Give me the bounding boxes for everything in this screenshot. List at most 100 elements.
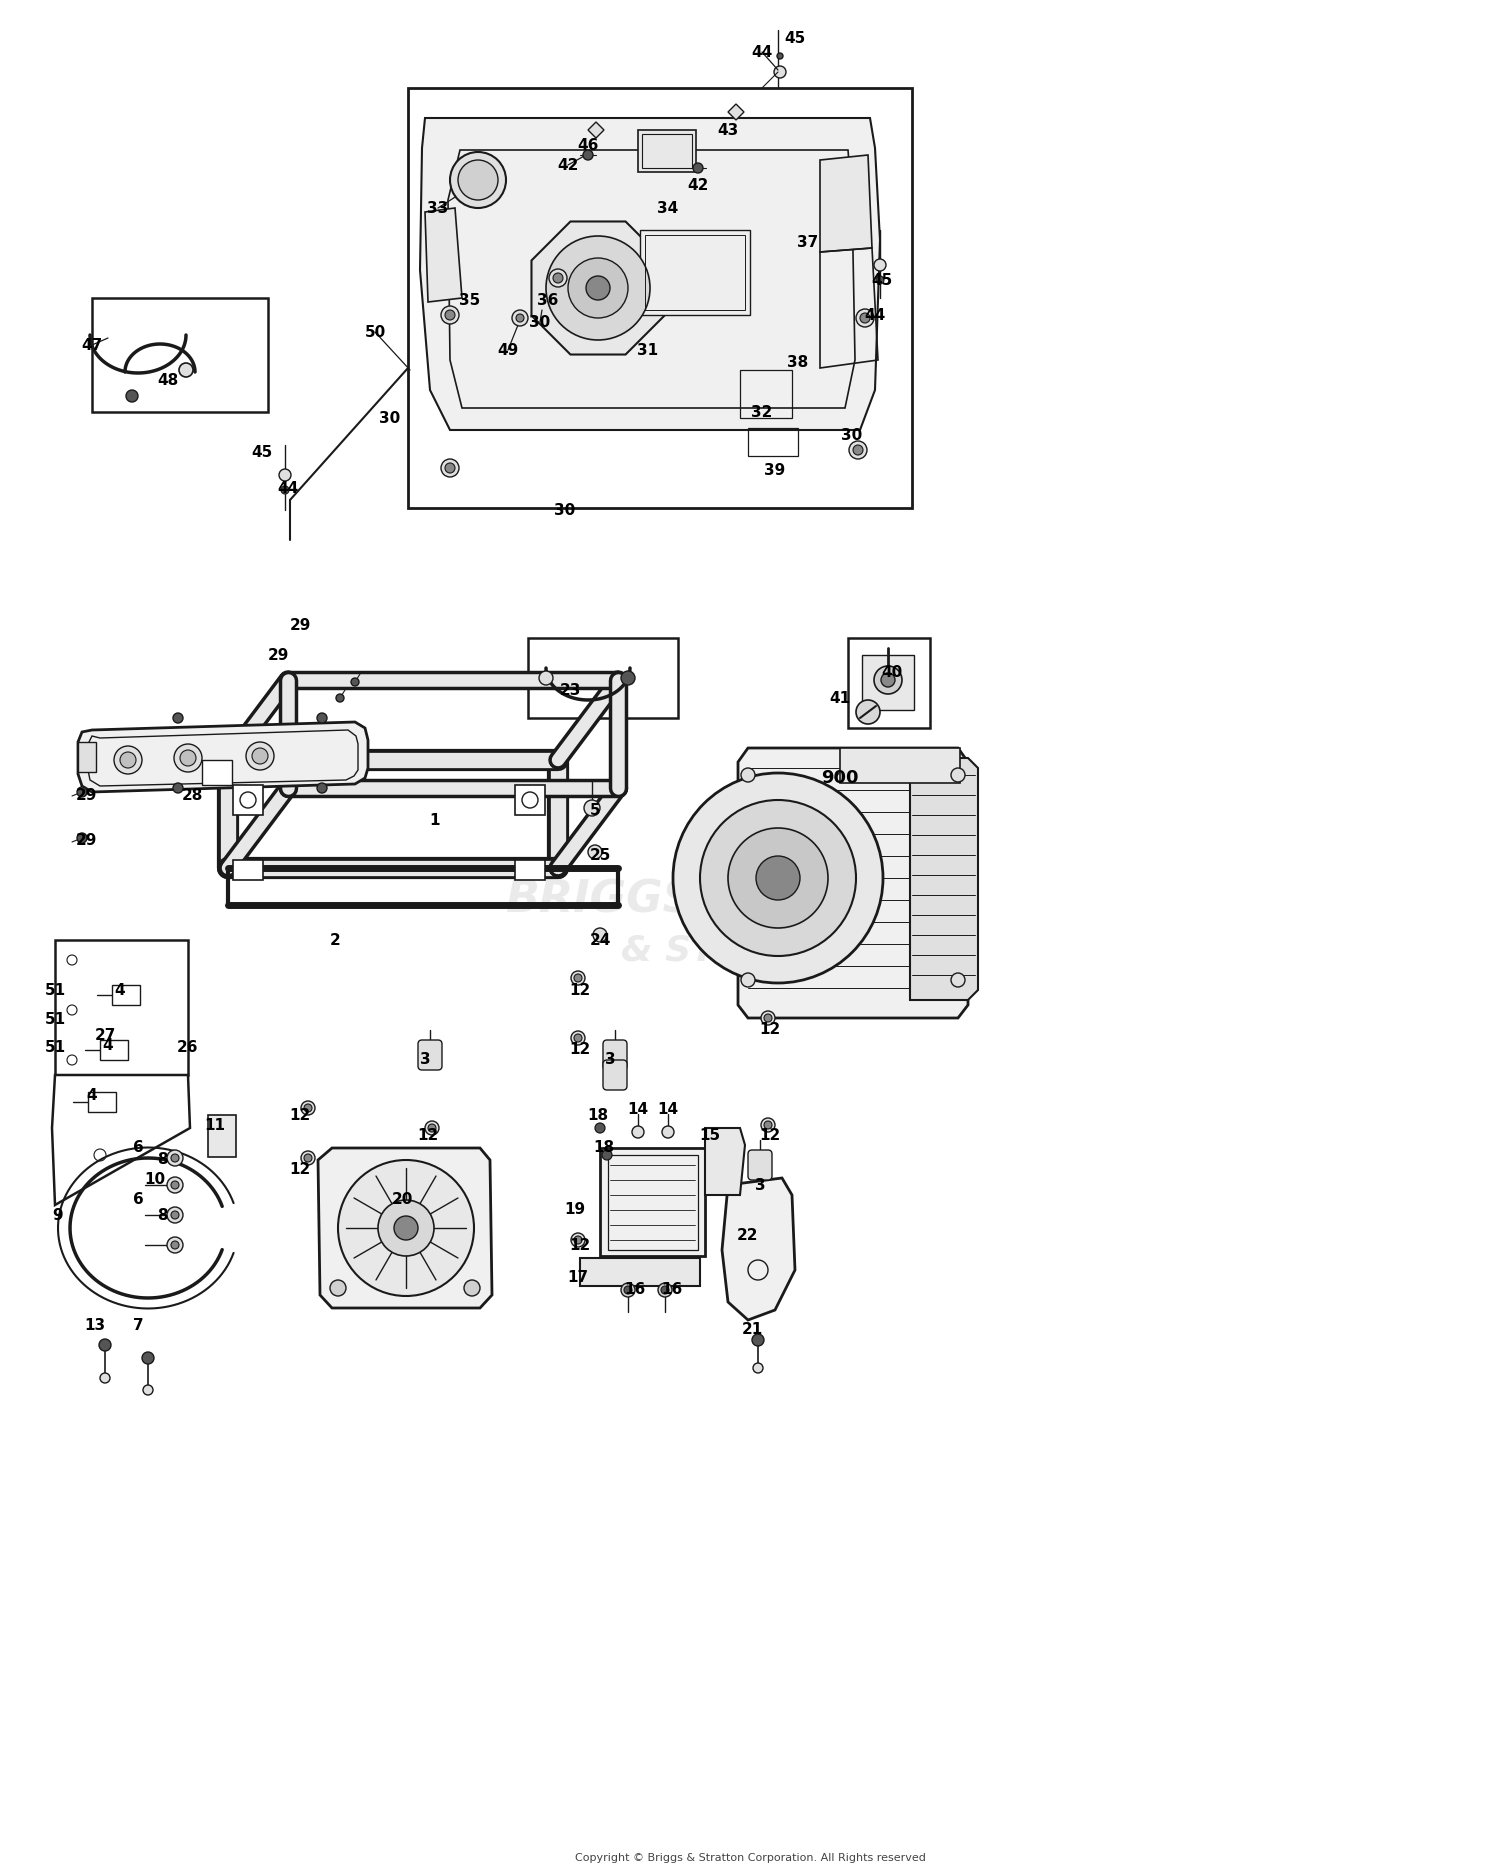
Text: 30: 30 <box>842 428 862 443</box>
Text: 44: 44 <box>864 308 885 323</box>
Bar <box>209 1114 236 1157</box>
Text: 25: 25 <box>590 848 610 863</box>
Text: 5: 5 <box>590 803 600 818</box>
Circle shape <box>602 1150 612 1159</box>
Circle shape <box>458 159 498 201</box>
Circle shape <box>180 750 196 765</box>
Text: 23: 23 <box>560 683 580 698</box>
Circle shape <box>441 306 459 325</box>
Circle shape <box>394 1216 418 1240</box>
Polygon shape <box>738 749 968 1019</box>
Text: 3: 3 <box>604 1052 615 1067</box>
Text: 4: 4 <box>87 1088 98 1103</box>
FancyBboxPatch shape <box>748 1150 772 1180</box>
Circle shape <box>450 152 506 208</box>
Circle shape <box>586 276 610 300</box>
Text: 22: 22 <box>738 1227 759 1242</box>
Polygon shape <box>531 221 664 355</box>
Text: 51: 51 <box>45 1041 66 1056</box>
Circle shape <box>777 53 783 58</box>
Circle shape <box>662 1287 669 1294</box>
Circle shape <box>174 745 202 773</box>
Circle shape <box>252 749 268 764</box>
Circle shape <box>336 694 344 702</box>
Text: 16: 16 <box>662 1283 682 1298</box>
Circle shape <box>574 1034 582 1041</box>
Bar <box>232 859 262 880</box>
Polygon shape <box>78 722 368 792</box>
Text: 12: 12 <box>290 1107 310 1122</box>
Polygon shape <box>722 1178 795 1321</box>
Text: 29: 29 <box>75 833 96 848</box>
Text: 8: 8 <box>156 1152 168 1167</box>
Bar <box>112 985 140 1006</box>
Bar <box>580 1259 700 1287</box>
Circle shape <box>304 1103 312 1112</box>
Text: 30: 30 <box>530 315 550 330</box>
Text: 29: 29 <box>290 617 310 632</box>
Bar <box>408 88 912 508</box>
FancyBboxPatch shape <box>603 1039 627 1069</box>
Polygon shape <box>53 1075 190 1204</box>
Text: 14: 14 <box>627 1103 648 1118</box>
Text: 42: 42 <box>687 178 708 193</box>
Text: 29: 29 <box>75 788 96 803</box>
Circle shape <box>172 782 183 794</box>
Circle shape <box>330 1279 346 1296</box>
Bar <box>514 859 544 880</box>
Circle shape <box>554 274 562 283</box>
Text: 47: 47 <box>81 338 102 353</box>
Polygon shape <box>318 1148 492 1308</box>
Circle shape <box>624 1287 632 1294</box>
Circle shape <box>568 259 628 319</box>
Text: 10: 10 <box>144 1172 165 1188</box>
Text: 3: 3 <box>754 1178 765 1193</box>
Circle shape <box>728 827 828 929</box>
Text: 28: 28 <box>182 788 203 803</box>
Text: 29: 29 <box>267 647 288 662</box>
Circle shape <box>178 362 194 377</box>
Text: 31: 31 <box>638 343 658 358</box>
Circle shape <box>584 150 592 159</box>
Bar <box>608 1156 698 1249</box>
Circle shape <box>764 1122 772 1129</box>
Text: 40: 40 <box>882 664 903 679</box>
Circle shape <box>876 276 884 283</box>
Circle shape <box>316 782 327 794</box>
Circle shape <box>142 1353 154 1364</box>
Circle shape <box>753 1364 764 1373</box>
Circle shape <box>584 799 600 816</box>
Text: 12: 12 <box>570 1043 591 1058</box>
Bar <box>862 655 913 709</box>
Bar <box>232 784 262 814</box>
Text: 12: 12 <box>759 1022 780 1037</box>
Bar <box>528 638 678 719</box>
Circle shape <box>427 1124 436 1131</box>
Text: 2: 2 <box>330 932 340 947</box>
Text: Copyright © Briggs & Stratton Corporation. All Rights reserved: Copyright © Briggs & Stratton Corporatio… <box>574 1853 926 1863</box>
Polygon shape <box>588 122 604 139</box>
Circle shape <box>446 310 454 321</box>
Circle shape <box>856 700 880 724</box>
Text: 50: 50 <box>364 325 386 340</box>
Text: 6: 6 <box>132 1141 144 1156</box>
Circle shape <box>166 1206 183 1223</box>
Bar <box>638 129 696 173</box>
Circle shape <box>856 310 874 326</box>
Bar <box>92 298 268 413</box>
Text: 1: 1 <box>429 812 441 827</box>
Circle shape <box>279 469 291 480</box>
Bar <box>847 638 930 728</box>
Polygon shape <box>56 940 188 1075</box>
Text: 45: 45 <box>252 445 273 460</box>
Circle shape <box>658 1283 672 1296</box>
Circle shape <box>951 974 964 987</box>
Circle shape <box>874 259 886 270</box>
Text: 16: 16 <box>624 1283 645 1298</box>
Circle shape <box>621 1283 634 1296</box>
Text: 42: 42 <box>558 158 579 173</box>
Polygon shape <box>910 758 978 1000</box>
Bar <box>100 1039 128 1060</box>
Circle shape <box>693 163 703 173</box>
Bar <box>740 370 792 418</box>
